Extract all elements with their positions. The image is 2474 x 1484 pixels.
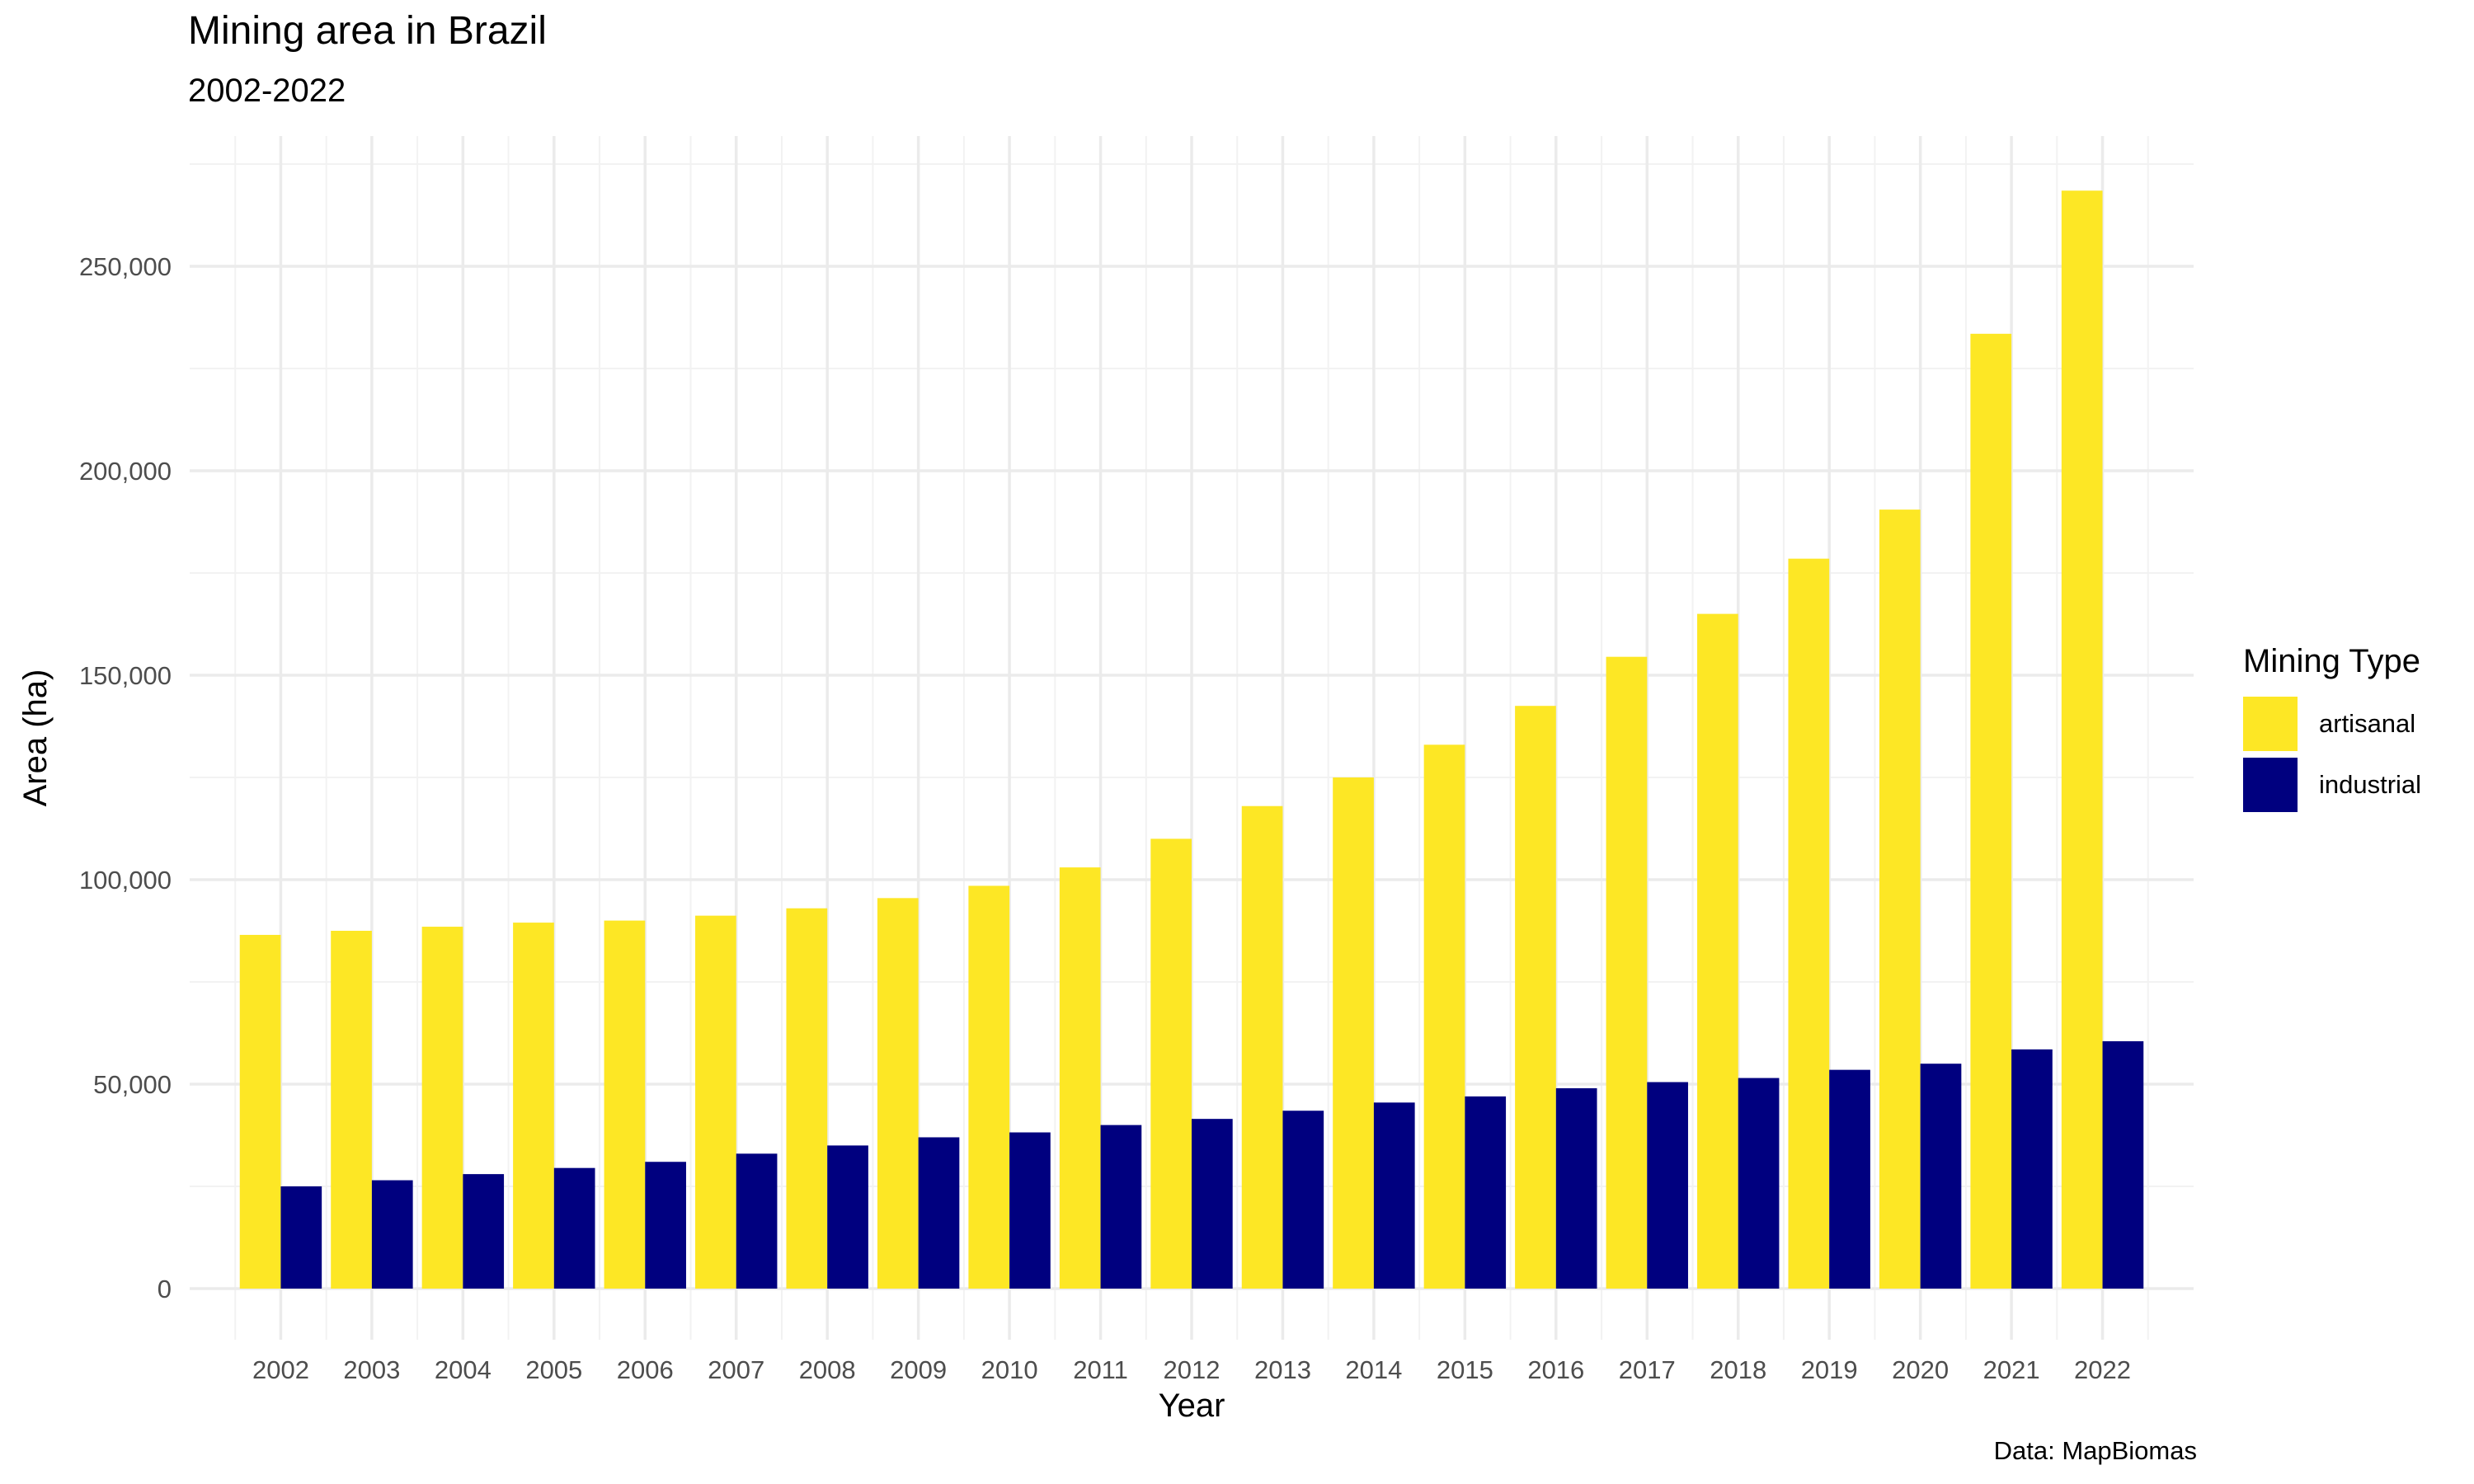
bar-artisanal-2015 (1423, 744, 1465, 1289)
y-tick-label: 100,000 (79, 866, 172, 895)
x-tick-label: 2004 (435, 1355, 492, 1384)
x-tick-label: 2015 (1437, 1355, 1493, 1384)
bar-artisanal-2022 (2061, 190, 2103, 1289)
legend-item-industrial: industrial (2243, 756, 2421, 814)
bar-industrial-2012 (1192, 1119, 1233, 1289)
chart-caption: Data: MapBiomas (1993, 1436, 2197, 1465)
x-tick-label: 2022 (2074, 1355, 2131, 1384)
bar-industrial-2004 (463, 1174, 505, 1289)
bar-artisanal-2006 (604, 920, 646, 1289)
bars (239, 190, 2144, 1289)
x-tick-label: 2005 (525, 1355, 582, 1384)
bar-industrial-2010 (1009, 1132, 1051, 1289)
bar-industrial-2015 (1465, 1096, 1507, 1289)
bar-industrial-2016 (1555, 1087, 1597, 1289)
bar-artisanal-2003 (331, 931, 372, 1289)
bar-artisanal-2020 (1879, 510, 1921, 1289)
chart-subtitle: 2002-2022 (188, 73, 346, 109)
x-axis-label: Year (1159, 1388, 1225, 1424)
x-tick-label: 2011 (1073, 1355, 1128, 1384)
x-tick-label: 2014 (1345, 1355, 1402, 1384)
x-tick-label: 2008 (799, 1355, 856, 1384)
x-tick-label: 2002 (252, 1355, 309, 1384)
bar-artisanal-2008 (786, 908, 828, 1289)
x-tick-label: 2013 (1254, 1355, 1311, 1384)
bar-artisanal-2018 (1697, 613, 1738, 1289)
bar-artisanal-2011 (1059, 867, 1101, 1289)
bar-industrial-2021 (2011, 1049, 2053, 1289)
x-tick-label: 2007 (708, 1355, 764, 1384)
y-tick-label: 50,000 (93, 1070, 172, 1099)
bar-industrial-2008 (827, 1145, 868, 1289)
bar-artisanal-2004 (421, 927, 463, 1289)
legend-item-artisanal: artisanal (2243, 695, 2421, 753)
y-tick-label: 250,000 (79, 252, 172, 281)
bar-artisanal-2014 (1333, 777, 1374, 1289)
bar-industrial-2020 (1920, 1064, 1962, 1289)
bar-industrial-2019 (1829, 1069, 1870, 1289)
legend-swatch-artisanal (2243, 697, 2298, 751)
bar-industrial-2022 (2102, 1040, 2144, 1289)
bar-industrial-2014 (1373, 1102, 1415, 1289)
x-tick-label: 2021 (1983, 1355, 2040, 1384)
bar-artisanal-2016 (1515, 706, 1556, 1289)
bar-artisanal-2007 (695, 915, 736, 1289)
x-tick-label: 2016 (1527, 1355, 1584, 1384)
bar-artisanal-2009 (877, 898, 919, 1289)
y-axis-label: Area (ha) (17, 669, 54, 807)
x-tick-label: 2018 (1710, 1355, 1766, 1384)
x-tick-label: 2010 (981, 1355, 1038, 1384)
bar-industrial-2018 (1738, 1078, 1780, 1289)
bar-industrial-2017 (1647, 1082, 1688, 1289)
bar-industrial-2007 (736, 1153, 778, 1289)
bar-artisanal-2013 (1241, 805, 1283, 1289)
y-tick-label: 200,000 (79, 457, 172, 486)
x-tick-label: 2020 (1892, 1355, 1949, 1384)
bar-industrial-2005 (553, 1167, 595, 1289)
legend-label-industrial: industrial (2319, 770, 2422, 799)
y-tick-label: 150,000 (79, 661, 172, 690)
x-tick-label: 2012 (1164, 1355, 1221, 1384)
legend-swatch-industrial (2243, 758, 2298, 812)
bar-industrial-2006 (645, 1162, 686, 1289)
x-tick-label: 2006 (617, 1355, 674, 1384)
bar-artisanal-2005 (513, 923, 554, 1289)
bar-industrial-2002 (280, 1186, 322, 1289)
axes: 0 50,000 100,000 150,000 200,000 250,000 2002 2… (17, 252, 2131, 1424)
bar-industrial-2009 (918, 1137, 960, 1289)
x-tick-label: 2003 (343, 1355, 400, 1384)
x-tick-label: 2017 (1619, 1355, 1676, 1384)
bar-artisanal-2002 (239, 934, 281, 1289)
x-tick-label: 2019 (1801, 1355, 1858, 1384)
y-tick-label: 0 (158, 1275, 172, 1303)
bar-artisanal-2021 (1970, 333, 2012, 1289)
legend-label-artisanal: artisanal (2319, 709, 2416, 738)
chart-title: Mining area in Brazil (188, 9, 547, 53)
bar-artisanal-2010 (968, 885, 1010, 1289)
bar-industrial-2011 (1100, 1125, 1142, 1289)
bar-artisanal-2017 (1606, 656, 1648, 1289)
bar-artisanal-2019 (1788, 558, 1830, 1289)
x-tick-label: 2009 (890, 1355, 947, 1384)
bar-industrial-2013 (1282, 1111, 1324, 1289)
bar-industrial-2003 (371, 1180, 413, 1289)
bar-artisanal-2012 (1150, 838, 1192, 1289)
legend: Mining Type artisanal industrial (2243, 643, 2421, 817)
legend-title: Mining Type (2243, 643, 2420, 679)
